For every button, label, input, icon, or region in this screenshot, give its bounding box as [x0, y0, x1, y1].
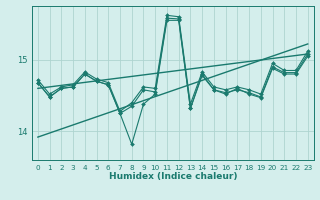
X-axis label: Humidex (Indice chaleur): Humidex (Indice chaleur) [108, 172, 237, 181]
